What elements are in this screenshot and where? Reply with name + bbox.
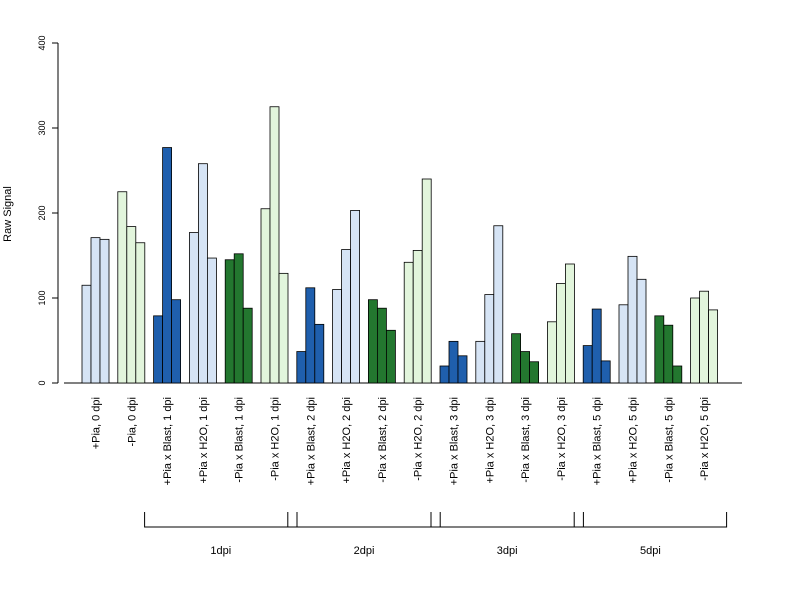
- bar: [242, 307, 253, 384]
- bar: [341, 249, 352, 384]
- bar: [618, 304, 629, 384]
- category-label: -Pia x Blast, 5 dpi: [663, 397, 675, 483]
- bar: [690, 297, 700, 384]
- bar: [188, 232, 199, 384]
- group-bracket: [430, 512, 584, 528]
- bar: [162, 147, 173, 384]
- group-bracket: [573, 512, 728, 528]
- bars: [64, 106, 742, 384]
- category-label: -Pia x H2O, 1 dpi: [270, 397, 282, 481]
- y-tick-label: 400: [37, 35, 47, 50]
- bar: [439, 365, 450, 384]
- y-axis: 0 100 200 300 400: [37, 35, 59, 386]
- group-label: 5dpi: [640, 545, 661, 557]
- bar: [627, 255, 638, 384]
- category-label: +Pia x H2O, 2 dpi: [341, 397, 353, 484]
- category-label: +Pia x Blast, 5 dpi: [592, 397, 604, 485]
- group-brackets: 1dpi 2dpi 3dpi 5dpi: [144, 512, 728, 557]
- bar: [117, 191, 128, 384]
- category-label: +Pia x H2O, 1 dpi: [198, 397, 210, 484]
- category-labels: +Pia, 0 dpi -Pia, 0 dpi +Pia x Blast, 1 dp…: [91, 397, 712, 485]
- bar: [90, 237, 101, 384]
- bar: [672, 365, 683, 384]
- bar: [332, 289, 343, 384]
- y-tick-label: 200: [37, 205, 47, 220]
- bar: [663, 324, 674, 384]
- bar: [493, 225, 504, 384]
- bar: [529, 361, 539, 384]
- bar: [126, 226, 137, 384]
- bar: [278, 272, 289, 384]
- category-label: +Pia x Blast, 2 dpi: [305, 397, 317, 485]
- group-label: 3dpi: [497, 545, 518, 557]
- bar: [385, 329, 396, 384]
- bar: [708, 309, 718, 384]
- y-axis-title: Raw Signal: [2, 186, 14, 242]
- bar: [448, 340, 459, 384]
- bar: [296, 351, 307, 384]
- bar: [547, 321, 557, 384]
- bar: [565, 263, 575, 384]
- bar: [403, 261, 414, 384]
- bar: [591, 308, 602, 384]
- category-label: +Pia x H2O, 5 dpi: [628, 397, 640, 484]
- category-label: +Pia, 0 dpi: [91, 397, 103, 449]
- bar: [260, 208, 271, 384]
- bar: [556, 283, 566, 384]
- y-tick-label: 100: [37, 290, 47, 305]
- group-bracket: [287, 512, 441, 528]
- bar: [305, 287, 316, 384]
- bar: [376, 307, 387, 384]
- category-label: -Pia, 0 dpi: [126, 397, 138, 447]
- bar: [511, 333, 522, 384]
- bar: [520, 351, 530, 384]
- bar: [475, 340, 486, 384]
- bar: [421, 178, 432, 384]
- group-label: 1dpi: [210, 545, 231, 557]
- bar: [269, 106, 280, 384]
- bar: [224, 259, 235, 384]
- y-tick-label: 0: [37, 380, 47, 385]
- bar: [367, 299, 378, 384]
- bar: [171, 299, 182, 384]
- category-label: +Pia x Blast, 1 dpi: [162, 397, 174, 485]
- bar: [314, 323, 325, 384]
- category-label: -Pia x Blast, 3 dpi: [520, 397, 532, 483]
- bar: [699, 290, 709, 384]
- category-label: -Pia x H2O, 3 dpi: [556, 397, 568, 481]
- category-label: -Pia x Blast, 1 dpi: [234, 397, 246, 483]
- category-label: -Pia x H2O, 5 dpi: [699, 397, 711, 481]
- bar: [636, 278, 647, 384]
- bar: [206, 257, 217, 384]
- y-tick-label: 300: [37, 120, 47, 135]
- bar: [412, 249, 423, 384]
- category-label: +Pia x H2O, 3 dpi: [484, 397, 496, 484]
- bar: [153, 315, 164, 384]
- bar: [233, 253, 244, 384]
- bar: [197, 163, 208, 384]
- bar: [350, 210, 361, 384]
- bar: [99, 238, 110, 384]
- bar: [654, 315, 665, 384]
- bar: [582, 345, 593, 384]
- bar: [135, 242, 146, 384]
- bar: [484, 294, 495, 384]
- category-label: +Pia x Blast, 3 dpi: [449, 397, 461, 485]
- group-label: 2dpi: [354, 545, 375, 557]
- group-bracket: [144, 512, 298, 528]
- bar: [81, 284, 92, 384]
- bar: [600, 360, 611, 384]
- category-label: -Pia x H2O, 2 dpi: [413, 397, 425, 481]
- category-label: -Pia x Blast, 2 dpi: [377, 397, 389, 483]
- bar: [457, 355, 468, 384]
